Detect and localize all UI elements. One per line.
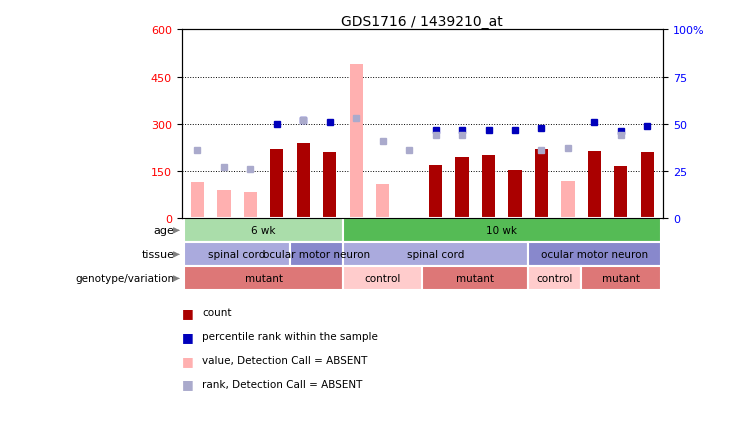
- Text: percentile rank within the sample: percentile rank within the sample: [202, 332, 378, 341]
- Bar: [508, 170, 522, 219]
- Bar: [191, 183, 204, 219]
- Text: 10 wk: 10 wk: [486, 226, 517, 236]
- Text: ocular motor neuron: ocular motor neuron: [541, 250, 648, 260]
- Bar: [185, 267, 343, 291]
- Text: ■: ■: [182, 306, 193, 319]
- Bar: [343, 267, 422, 291]
- Bar: [244, 192, 257, 219]
- Bar: [535, 150, 548, 219]
- Bar: [323, 153, 336, 219]
- Bar: [528, 267, 581, 291]
- Bar: [641, 153, 654, 219]
- Title: GDS1716 / 1439210_at: GDS1716 / 1439210_at: [342, 15, 503, 30]
- Text: mutant: mutant: [602, 274, 639, 284]
- Text: 6 wk: 6 wk: [251, 226, 276, 236]
- Bar: [185, 219, 343, 243]
- Bar: [588, 151, 601, 219]
- Text: ■: ■: [182, 354, 193, 367]
- Bar: [562, 181, 574, 219]
- Text: genotype/variation: genotype/variation: [75, 274, 174, 284]
- Text: spinal cord: spinal cord: [208, 250, 266, 260]
- Text: rank, Detection Call = ABSENT: rank, Detection Call = ABSENT: [202, 379, 362, 389]
- Text: spinal cord: spinal cord: [407, 250, 465, 260]
- Bar: [350, 65, 363, 219]
- Bar: [217, 191, 230, 219]
- Text: mutant: mutant: [456, 274, 494, 284]
- Bar: [296, 144, 310, 219]
- Bar: [343, 243, 528, 267]
- Text: tissue: tissue: [142, 250, 174, 260]
- Bar: [343, 219, 660, 243]
- Text: count: count: [202, 308, 232, 317]
- Bar: [528, 243, 660, 267]
- Text: control: control: [365, 274, 401, 284]
- Bar: [581, 267, 660, 291]
- Text: ■: ■: [182, 330, 193, 343]
- Bar: [614, 167, 628, 219]
- Text: ■: ■: [182, 378, 193, 391]
- Bar: [376, 184, 389, 219]
- Bar: [185, 243, 290, 267]
- Text: value, Detection Call = ABSENT: value, Detection Call = ABSENT: [202, 355, 368, 365]
- Bar: [456, 158, 468, 219]
- Bar: [422, 267, 528, 291]
- Bar: [429, 165, 442, 219]
- Bar: [270, 150, 283, 219]
- Bar: [482, 156, 495, 219]
- Bar: [290, 243, 343, 267]
- Text: age: age: [153, 226, 174, 236]
- Text: control: control: [536, 274, 573, 284]
- Text: mutant: mutant: [245, 274, 282, 284]
- Text: ocular motor neuron: ocular motor neuron: [263, 250, 370, 260]
